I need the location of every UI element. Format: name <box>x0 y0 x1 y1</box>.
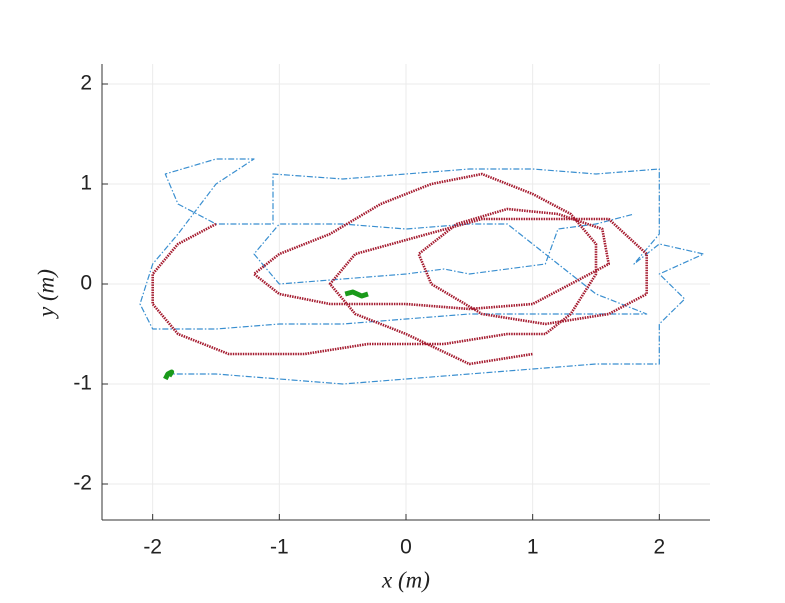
y-axis-label: y (m) <box>33 269 58 319</box>
trajectory <box>163 369 175 381</box>
y-tick-label: -2 <box>73 472 92 495</box>
trajectory <box>344 289 369 299</box>
x-tick-label: 1 <box>527 536 539 559</box>
x-tick-label: 0 <box>400 536 412 559</box>
y-tick-label: 2 <box>80 72 92 95</box>
trajectory <box>139 158 705 385</box>
y-tick-label: -1 <box>73 372 92 395</box>
x-tick-label: 2 <box>653 536 665 559</box>
y-tick-label: 1 <box>80 172 92 195</box>
y-tick-label: 0 <box>80 272 92 295</box>
x-tick-label: -1 <box>270 536 289 559</box>
trajectory <box>151 172 648 366</box>
x-axis-label: x (m) <box>381 567 430 592</box>
x-tick-label: -2 <box>143 536 162 559</box>
